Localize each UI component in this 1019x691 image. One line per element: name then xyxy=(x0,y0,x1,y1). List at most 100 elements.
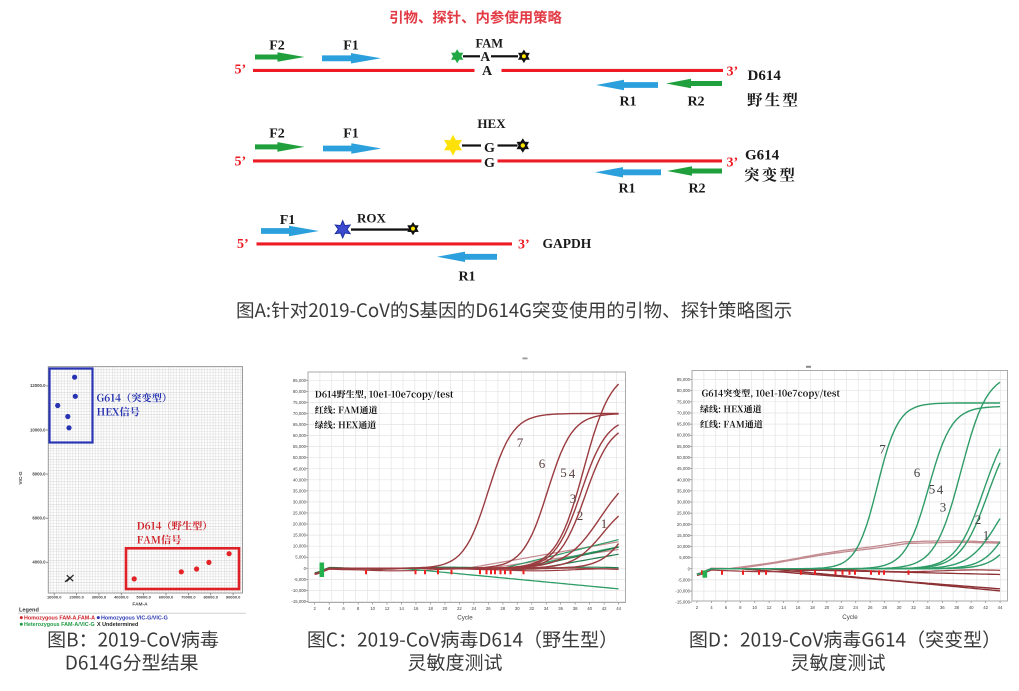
svg-text:42: 42 xyxy=(983,605,988,610)
svg-text:55,000: 55,000 xyxy=(677,444,691,449)
svg-text:40,000: 40,000 xyxy=(677,477,691,482)
svg-text:F1: F1 xyxy=(343,127,359,142)
svg-text:R1: R1 xyxy=(458,270,475,285)
svg-text:8: 8 xyxy=(739,605,742,610)
svg-text:45,000: 45,000 xyxy=(293,466,307,471)
svg-text:R1: R1 xyxy=(619,95,636,110)
svg-text:F2: F2 xyxy=(269,39,285,54)
svg-text:55,000: 55,000 xyxy=(293,444,307,449)
svg-text:5: 5 xyxy=(929,482,936,497)
svg-text:2: 2 xyxy=(975,512,982,527)
svg-text:F1: F1 xyxy=(343,39,359,54)
svg-text:F1: F1 xyxy=(280,213,296,228)
svg-text:Heterozygous FAM-A/VIC-G: Heterozygous FAM-A/VIC-G xyxy=(24,622,95,628)
svg-text:12000.0: 12000.0 xyxy=(30,383,46,388)
svg-text:-5,000: -5,000 xyxy=(678,577,691,582)
svg-text:Legend: Legend xyxy=(19,608,39,614)
svg-text:5’: 5’ xyxy=(235,63,247,78)
svg-text:R2: R2 xyxy=(688,182,705,197)
svg-text:FAM: FAM xyxy=(476,36,504,50)
svg-text:38: 38 xyxy=(954,605,959,610)
svg-text:18: 18 xyxy=(810,605,815,610)
svg-text:3’: 3’ xyxy=(518,238,530,253)
svg-text:GAPDH: GAPDH xyxy=(543,236,592,251)
svg-text:20,000: 20,000 xyxy=(293,522,307,527)
svg-text:40000.0: 40000.0 xyxy=(114,595,129,600)
svg-text:Homozygous VIC-G/VIC-G: Homozygous VIC-G/VIC-G xyxy=(101,616,168,622)
svg-text:70000.0: 70000.0 xyxy=(181,595,196,600)
svg-text:15,000: 15,000 xyxy=(293,533,307,538)
svg-text:0: 0 xyxy=(304,566,307,571)
svg-text:60000.0: 60000.0 xyxy=(159,595,174,600)
svg-text:40: 40 xyxy=(969,605,974,610)
svg-text:40: 40 xyxy=(587,606,592,611)
svg-text:10000.0: 10000.0 xyxy=(30,427,46,432)
svg-text:5’: 5’ xyxy=(235,155,247,170)
svg-text:7: 7 xyxy=(517,435,524,450)
svg-text:16: 16 xyxy=(414,606,419,611)
svg-text:-10,000: -10,000 xyxy=(291,588,306,593)
svg-text:80,000: 80,000 xyxy=(293,389,307,394)
svg-text:85,000: 85,000 xyxy=(677,377,691,382)
svg-text:3’: 3’ xyxy=(727,65,739,80)
svg-text:10000.0: 10000.0 xyxy=(47,595,62,600)
svg-text:5: 5 xyxy=(560,465,567,480)
svg-text:X Undetermined: X Undetermined xyxy=(97,622,138,628)
svg-text:30,000: 30,000 xyxy=(293,499,307,504)
svg-text:50,000: 50,000 xyxy=(293,455,307,460)
svg-text:R2: R2 xyxy=(687,95,704,110)
svg-text:10,000: 10,000 xyxy=(677,544,691,549)
svg-text:Cycle: Cycle xyxy=(842,614,858,621)
svg-text:12: 12 xyxy=(385,606,390,611)
svg-text:34: 34 xyxy=(926,605,931,610)
svg-text:12: 12 xyxy=(767,605,772,610)
svg-text:35,000: 35,000 xyxy=(677,488,691,493)
svg-text:25,000: 25,000 xyxy=(293,511,307,516)
svg-text:26: 26 xyxy=(486,606,491,611)
svg-text:0: 0 xyxy=(688,566,691,571)
svg-text:70,000: 70,000 xyxy=(293,411,307,416)
svg-text:5’: 5’ xyxy=(237,237,249,252)
svg-text:F2: F2 xyxy=(269,127,285,142)
svg-text:24: 24 xyxy=(853,605,858,610)
svg-text:4000.0: 4000.0 xyxy=(32,560,46,565)
svg-text:8: 8 xyxy=(357,606,360,611)
svg-text:-10,000: -10,000 xyxy=(675,589,690,594)
svg-text:45,000: 45,000 xyxy=(677,466,691,471)
svg-text:6: 6 xyxy=(539,456,546,471)
svg-text:5,000: 5,000 xyxy=(679,555,690,560)
svg-text:38: 38 xyxy=(573,606,578,611)
svg-text:44: 44 xyxy=(616,606,621,611)
svg-text:4: 4 xyxy=(569,466,576,481)
svg-text:Cycle: Cycle xyxy=(457,615,473,622)
svg-text:30,000: 30,000 xyxy=(677,500,691,505)
svg-text:6: 6 xyxy=(914,465,921,480)
svg-text:20: 20 xyxy=(443,606,448,611)
svg-text:70,000: 70,000 xyxy=(677,411,691,416)
svg-text:50,000: 50,000 xyxy=(677,455,691,460)
svg-text:14: 14 xyxy=(781,605,786,610)
svg-text:85,000: 85,000 xyxy=(293,378,307,383)
svg-text:25,000: 25,000 xyxy=(677,511,691,516)
svg-text:90000.0: 90000.0 xyxy=(226,595,241,600)
svg-text:20: 20 xyxy=(825,605,830,610)
svg-text:36: 36 xyxy=(940,605,945,610)
svg-text:VIC-G: VIC-G xyxy=(18,471,24,485)
svg-text:10: 10 xyxy=(752,605,757,610)
svg-text:15,000: 15,000 xyxy=(677,533,691,538)
svg-text:75,000: 75,000 xyxy=(293,400,307,405)
svg-text:16: 16 xyxy=(796,605,801,610)
svg-text:R1: R1 xyxy=(618,182,635,197)
svg-text:20,000: 20,000 xyxy=(677,522,691,527)
svg-text:1: 1 xyxy=(983,528,990,543)
svg-text:10,000: 10,000 xyxy=(293,544,307,549)
svg-text:4: 4 xyxy=(328,606,331,611)
svg-text:2: 2 xyxy=(696,605,699,610)
svg-text:-15,000: -15,000 xyxy=(291,599,306,604)
svg-text:6: 6 xyxy=(342,606,345,611)
svg-text:32: 32 xyxy=(911,605,916,610)
svg-text:G: G xyxy=(484,141,495,156)
svg-text:60,000: 60,000 xyxy=(677,433,691,438)
svg-text:6000.0: 6000.0 xyxy=(32,516,46,521)
svg-text:A: A xyxy=(482,64,493,79)
